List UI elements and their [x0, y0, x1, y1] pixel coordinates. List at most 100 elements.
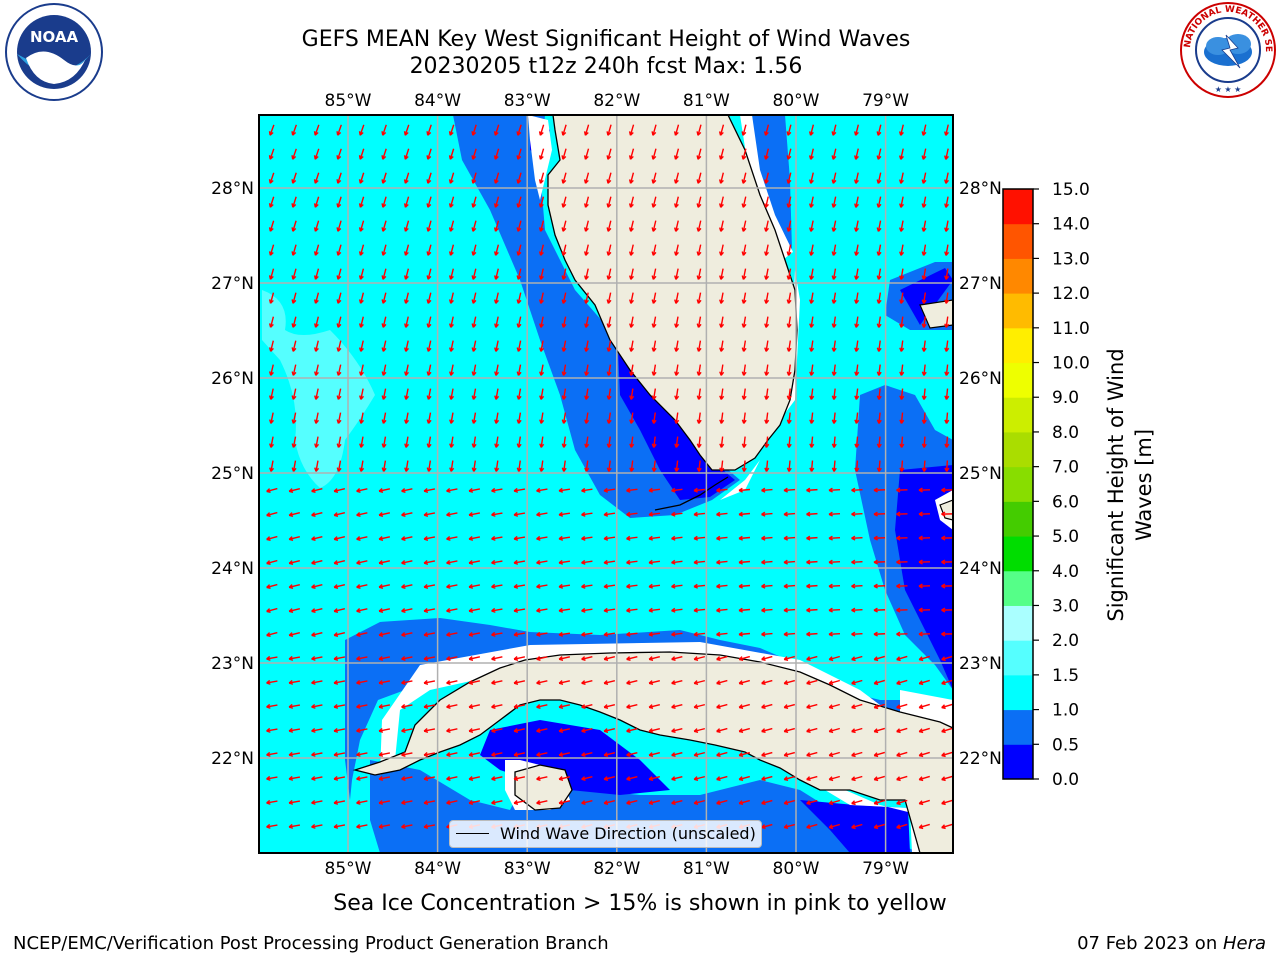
wind-arrow	[581, 680, 593, 685]
wind-arrow	[944, 124, 949, 136]
wind-arrow	[716, 727, 728, 734]
wind-arrow	[311, 512, 323, 518]
wind-arrow	[581, 656, 593, 661]
noaa-logo-text: NOAA	[30, 28, 79, 46]
wind-arrow	[401, 727, 413, 733]
wind-arrow	[719, 292, 725, 304]
wind-arrow	[896, 679, 908, 686]
wind-arrow	[536, 728, 548, 733]
wind-arrow	[899, 340, 905, 352]
wind-arrow	[468, 535, 481, 541]
wind-arrow	[626, 800, 638, 806]
wind-arrow	[561, 244, 567, 256]
wind-arrow	[851, 607, 863, 613]
wind-arrow	[806, 487, 818, 493]
wind-arrow	[426, 148, 432, 160]
wind-arrow	[311, 775, 323, 781]
wind-arrow	[314, 388, 319, 400]
wind-arrow	[851, 535, 863, 541]
wind-arrow	[423, 751, 436, 757]
wind-arrow	[423, 487, 436, 493]
wind-arrow	[719, 436, 725, 448]
wind-arrow	[763, 172, 769, 184]
colorbar	[1002, 188, 1034, 780]
wind-arrow	[603, 583, 616, 589]
wind-arrow	[336, 364, 342, 376]
wind-arrow	[851, 703, 863, 710]
wind-arrow	[761, 559, 773, 565]
wind-arrow	[606, 196, 612, 208]
wind-arrow	[876, 460, 882, 472]
wind-arrow	[674, 364, 680, 376]
wind-arrow	[809, 412, 815, 424]
wind-arrow	[358, 124, 365, 136]
wind-arrow	[311, 560, 323, 566]
wind-arrow	[581, 535, 593, 541]
wind-arrow	[491, 559, 503, 565]
wind-arrow	[626, 487, 638, 493]
wind-arrow	[471, 220, 477, 232]
colorbar-swatch	[1003, 709, 1033, 745]
wind-arrow	[854, 172, 859, 184]
wind-arrow	[446, 559, 458, 565]
wind-arrow	[671, 655, 683, 662]
wind-arrow	[558, 680, 571, 685]
wind-arrow	[626, 583, 638, 589]
wind-arrow	[809, 244, 815, 256]
wind-arrow	[941, 775, 953, 782]
wind-arrow	[671, 751, 683, 758]
wind-arrow	[918, 535, 931, 541]
wind-arrow	[446, 680, 458, 685]
wind-arrow	[808, 124, 815, 136]
wind-arrow	[606, 340, 612, 352]
wind-arrow	[944, 196, 950, 208]
wind-arrow	[603, 559, 616, 565]
wind-arrow	[896, 607, 908, 613]
wind-arrow	[539, 460, 545, 472]
colorbar-swatch	[1003, 293, 1033, 329]
wind-arrow	[741, 196, 747, 208]
wind-arrow	[851, 775, 863, 782]
wind-arrow	[561, 172, 567, 184]
wind-arrow	[738, 511, 751, 517]
wind-arrow	[921, 220, 927, 232]
wind-arrow	[358, 292, 365, 304]
wind-arrow	[471, 148, 477, 160]
wind-arrow	[806, 799, 818, 806]
wind-arrow	[854, 388, 860, 400]
wind-arrow	[738, 727, 750, 734]
wind-arrow	[493, 124, 500, 136]
colorbar-swatch	[1003, 223, 1033, 259]
wind-arrow	[783, 535, 796, 541]
wind-arrow	[896, 535, 908, 541]
wind-arrow	[719, 268, 725, 280]
wind-arrow	[449, 364, 455, 376]
wind-arrow	[581, 704, 593, 709]
wind-arrow	[808, 148, 814, 160]
wind-arrow	[378, 560, 391, 565]
wind-arrow	[471, 172, 477, 184]
wind-arrow	[921, 292, 927, 304]
wind-arrow	[648, 511, 661, 517]
lat-tick-label: 28°N	[959, 179, 1002, 199]
wind-arrow	[738, 703, 750, 710]
wind-arrow	[648, 727, 661, 734]
isla-juventud-land	[514, 764, 573, 811]
wind-arrow	[561, 436, 567, 448]
wind-arrow	[603, 728, 616, 734]
wind-arrow	[268, 196, 275, 208]
wind-arrow	[493, 196, 500, 208]
wind-arrow	[671, 607, 683, 613]
wind-arrow	[786, 292, 792, 304]
wind-arrow	[266, 583, 278, 590]
wind-arrow	[651, 436, 657, 448]
wind-arrow	[491, 704, 503, 709]
wind-arrow	[898, 124, 904, 136]
wind-arrow	[719, 244, 724, 256]
colorbar-tick-label: 11.0	[1052, 319, 1090, 339]
wind-arrow	[716, 487, 728, 493]
wind-arrow	[268, 220, 275, 232]
wind-arrow	[491, 776, 503, 781]
wind-arrow	[378, 679, 391, 685]
wind-arrow	[671, 487, 683, 493]
